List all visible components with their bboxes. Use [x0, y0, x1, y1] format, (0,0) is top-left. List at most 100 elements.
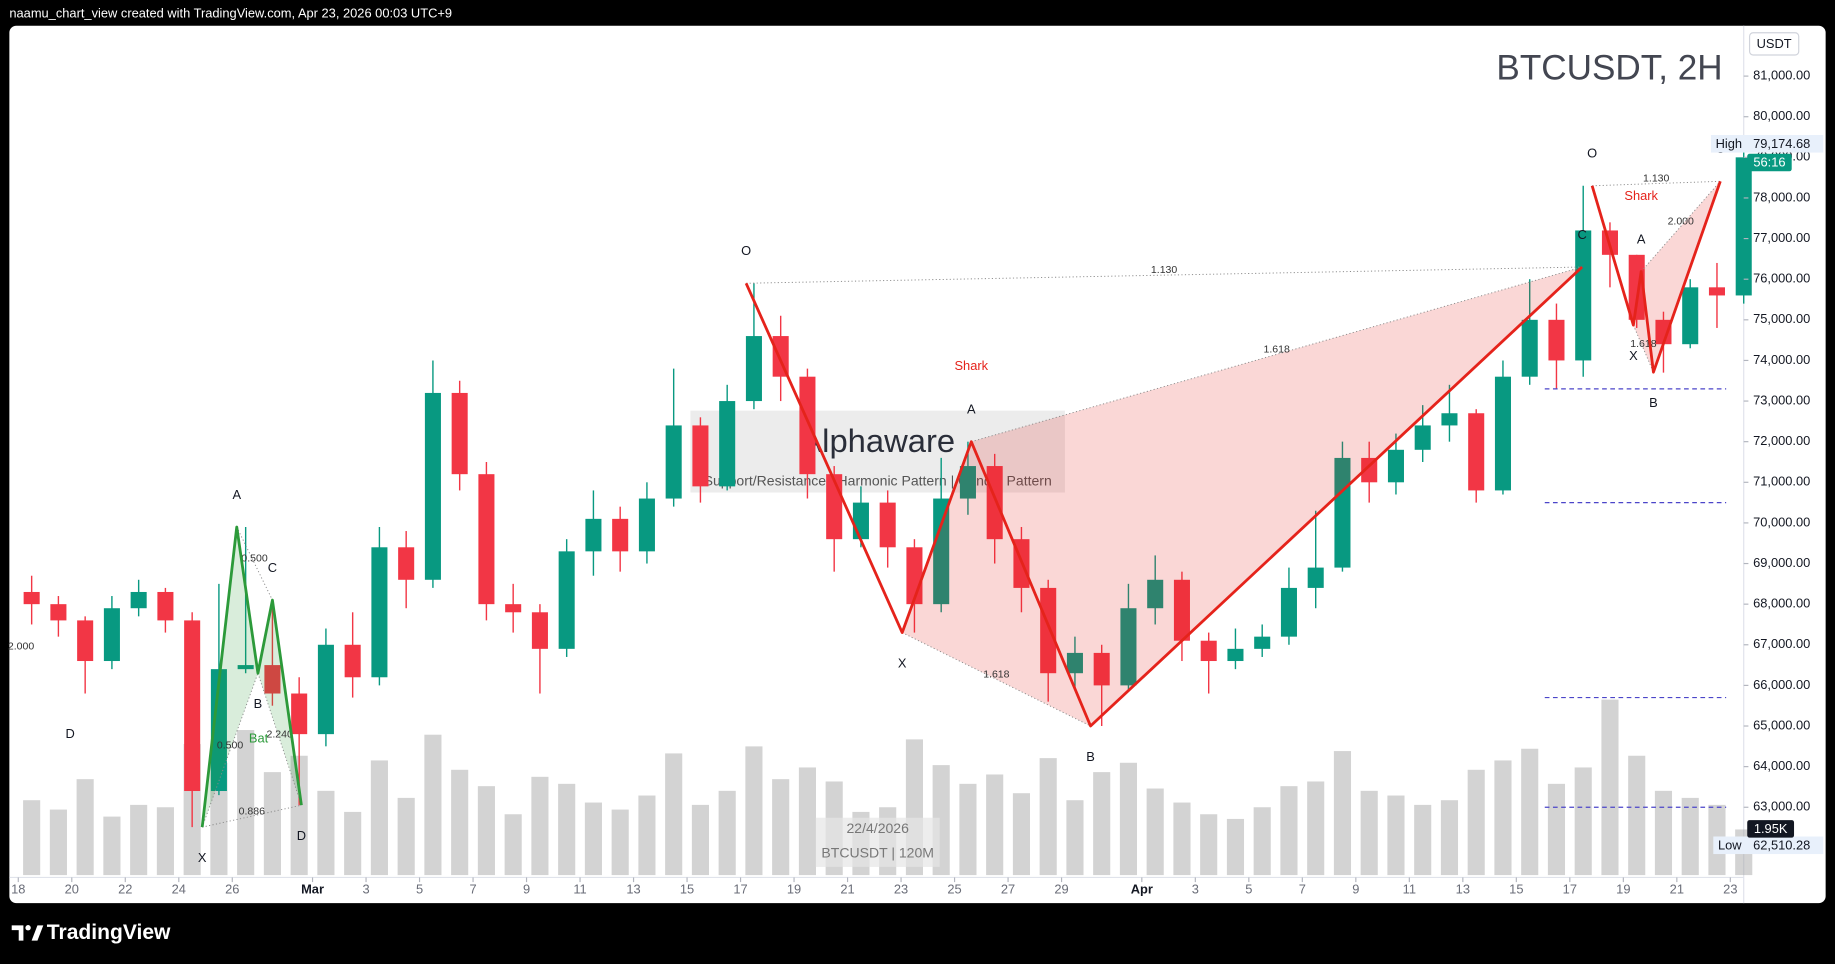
point-label: B: [1086, 749, 1095, 764]
candle-body: [1414, 425, 1431, 450]
candle-body: [1200, 640, 1217, 662]
candle-body: [505, 604, 522, 613]
candle-body: [852, 502, 869, 540]
candle-body: [371, 547, 388, 678]
candle-body: [1655, 319, 1672, 345]
point-label: A: [967, 401, 976, 416]
x-tick-label: 26: [225, 882, 239, 897]
currency: USDT: [1757, 36, 1792, 51]
point-label: B: [1649, 395, 1658, 410]
x-tick-label: 5: [416, 882, 423, 897]
ratio-line: [202, 804, 302, 828]
pattern-line: [200, 525, 303, 828]
candle-body: [157, 591, 174, 621]
volume-bar: [1146, 788, 1164, 876]
volume-bar: [290, 755, 308, 876]
y-tick-label: 73,000.00: [1753, 392, 1810, 407]
volume-bar: [1547, 783, 1566, 876]
candle-body: [879, 502, 896, 548]
volume-bar: [451, 769, 469, 876]
candle-body: [638, 498, 655, 552]
pattern-line: [1590, 180, 1722, 374]
candle-body: [1468, 413, 1485, 491]
x-tick-label: 21: [840, 882, 854, 897]
candle-body: [799, 376, 816, 475]
volume-bar: [1012, 793, 1031, 876]
annotation: D: [66, 726, 75, 741]
volume-bar: [49, 809, 67, 876]
annotation: 2.000: [8, 641, 34, 653]
x-tick-label: Apr: [1131, 882, 1153, 897]
y-tick-label: 75,000.00: [1753, 311, 1810, 326]
volume-bar: [1066, 800, 1084, 876]
low-label-name: Low: [1718, 837, 1742, 852]
x-tick-label: 29: [1054, 882, 1068, 897]
x-tick-label: 17: [733, 882, 747, 897]
y-tick-label: 71,000.00: [1753, 474, 1810, 489]
pattern-name: Shark: [1624, 188, 1658, 203]
pattern-line: [744, 265, 1584, 728]
y-tick-label: 78,000.00: [1753, 189, 1810, 204]
x-tick-label: 21: [1670, 882, 1684, 897]
volume-bar: [76, 779, 94, 876]
volume-bar: [477, 786, 495, 876]
volume-bar: [424, 734, 442, 876]
logo-mark: [31, 925, 44, 941]
ratio-label: 0.500: [241, 553, 267, 565]
symbol-watermark-date: 22/4/2026: [846, 820, 909, 836]
candle-body: [1254, 636, 1271, 649]
y-tick-label: 74,000.00: [1753, 352, 1810, 367]
volume-bar: [237, 730, 255, 876]
pattern-name: Bat: [249, 731, 269, 746]
header: naamu_chart_view created with TradingVie…: [9, 5, 452, 20]
candle-body: [184, 620, 201, 792]
volume-label: 1.95K: [1754, 821, 1788, 836]
candle-body: [1708, 287, 1725, 296]
volume-bar: [1200, 814, 1218, 876]
volume-bar: [1173, 802, 1191, 876]
x-tick-label: 19: [1616, 882, 1630, 897]
ratio-line: [971, 266, 1583, 443]
candle-body: [23, 591, 40, 605]
volume-bar: [638, 795, 656, 876]
point-label: X: [1629, 348, 1638, 363]
point-label: C: [268, 560, 277, 575]
logo-mark: [25, 925, 31, 931]
x-tick-label: 9: [1352, 882, 1359, 897]
y-tick-label: 68,000.00: [1753, 596, 1810, 611]
low-label-box: [1713, 836, 1824, 855]
candle-body: [585, 518, 602, 552]
high-label-name: High: [1716, 136, 1742, 151]
y-tick-label: 65,000.00: [1753, 717, 1810, 732]
ratio-label: 1.130: [1643, 173, 1669, 185]
point-label: D: [297, 828, 306, 843]
volume-bar: [1387, 795, 1405, 876]
ratio-label: 1.618: [983, 668, 1009, 680]
y-tick-label: 72,000.00: [1753, 433, 1810, 448]
currency-box[interactable]: [1748, 32, 1800, 56]
ratio-line: [746, 266, 1583, 284]
symbol-watermark-text: BTCUSDT | 120M: [821, 845, 934, 861]
ratio-line: [201, 673, 259, 828]
symbol-watermark-box: [815, 817, 940, 867]
candle-body: [1548, 319, 1565, 361]
candle-body: [1494, 376, 1511, 491]
x-tick-label: 23: [894, 882, 908, 897]
candle-body: [130, 591, 147, 609]
x-tick-label: 13: [1456, 882, 1470, 897]
y-tick-label: 70,000.00: [1753, 514, 1810, 529]
volume-bar: [531, 776, 549, 876]
candle-body: [531, 612, 548, 649]
y-tick-label: 63,000.00: [1753, 799, 1810, 814]
pattern-fill: [202, 526, 258, 828]
candle-body: [77, 620, 94, 662]
ratio-line: [1640, 181, 1721, 272]
x-tick-label: 17: [1563, 882, 1577, 897]
volume-bar: [745, 746, 763, 876]
point-label: X: [898, 656, 907, 671]
countdown-box: [1747, 153, 1792, 172]
x-tick-label: 27: [1001, 882, 1015, 897]
volume-bar: [1654, 790, 1673, 876]
volume-bar: [1521, 748, 1539, 876]
